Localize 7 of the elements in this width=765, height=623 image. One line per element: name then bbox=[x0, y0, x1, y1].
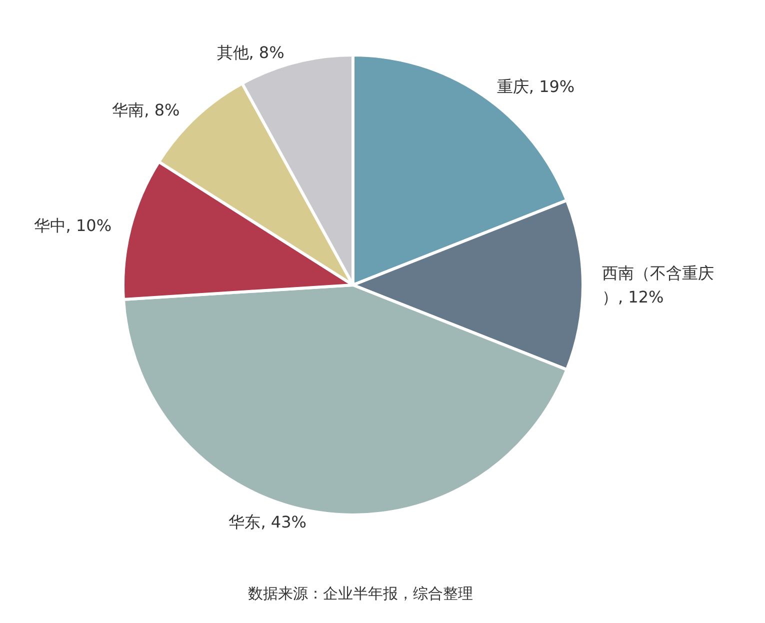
source-note: 数据来源：企业半年报，综合整理 bbox=[248, 584, 473, 602]
slice-label: 西南（不含重庆）, 12% bbox=[602, 264, 714, 306]
slice-label: 华东, 43% bbox=[228, 512, 306, 532]
slice-label: 其他, 8% bbox=[216, 43, 284, 62]
slice-label: 华南, 8% bbox=[112, 100, 180, 120]
slice-label: 重庆, 19% bbox=[496, 77, 575, 96]
slice-label: 华中, 10% bbox=[34, 216, 112, 235]
